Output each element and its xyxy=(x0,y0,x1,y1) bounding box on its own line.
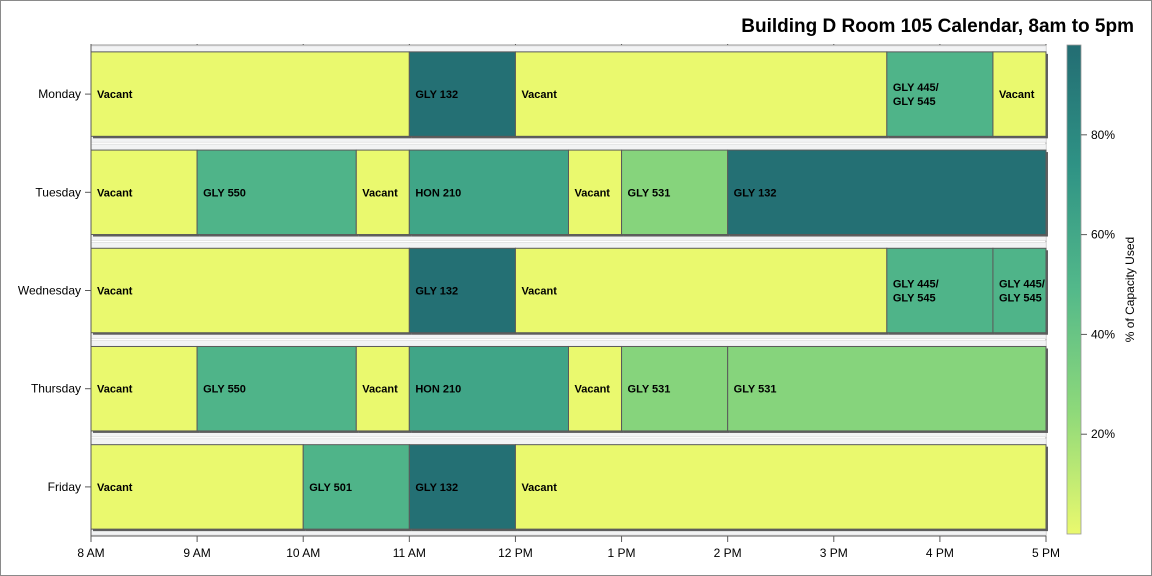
x-tick-label: 11 AM xyxy=(393,546,426,560)
schedule-bar xyxy=(302,444,410,530)
bar-label: Vacant xyxy=(97,187,133,199)
schedule-bar xyxy=(992,247,1047,334)
chart-title: Building D Room 105 Calendar, 8am to 5pm xyxy=(741,16,1134,37)
colorbar-tick-label: 20% xyxy=(1091,427,1115,441)
colorbar-scale xyxy=(1066,44,1082,535)
schedule-bar xyxy=(514,51,888,137)
schedule-bar xyxy=(90,51,410,137)
y-tick-label: Friday xyxy=(48,480,81,494)
bar-label: GLY 132 xyxy=(415,482,458,494)
schedule-bar xyxy=(355,345,410,432)
schedule-bar xyxy=(514,444,1047,530)
bar-label: Vacant xyxy=(362,187,398,199)
x-tick-label: 2 PM xyxy=(714,546,742,560)
bar-label: HON 210 xyxy=(415,187,461,199)
bar-label: GLY 132 xyxy=(734,187,777,199)
schedule-bar xyxy=(886,51,994,137)
x-tick-label: 1 PM xyxy=(608,546,636,560)
plot-area: Vacant GLY 132 Vacant GLY 445/GLY 545 Vacant… xyxy=(90,44,1048,537)
bar-label: GLY 132 xyxy=(415,89,458,101)
x-tick-label: 8 AM xyxy=(77,546,104,560)
schedule-bar xyxy=(90,444,304,530)
schedule-bar xyxy=(568,149,623,236)
bar-label: Vacant xyxy=(97,384,133,396)
schedule-bar xyxy=(90,345,198,432)
bar-label: GLY 550 xyxy=(203,187,246,199)
bar-label: Vacant xyxy=(97,89,133,101)
y-tick-label: Monday xyxy=(38,87,81,101)
schedule-bar xyxy=(90,247,410,334)
schedule-bar xyxy=(621,345,729,432)
schedule-bar xyxy=(355,149,410,236)
bar-label: Vacant xyxy=(521,89,557,101)
x-tick-label: 5 PM xyxy=(1032,546,1060,560)
bar-label: Vacant xyxy=(97,482,133,494)
bar-label: GLY 531 xyxy=(734,384,777,396)
x-tick-label: 4 PM xyxy=(926,546,954,560)
bar-label: GLY 445/GLY 545 xyxy=(893,82,939,108)
bar-label: Vacant xyxy=(362,384,398,396)
bar-label: GLY 132 xyxy=(415,286,458,298)
schedule-bar xyxy=(727,149,1047,236)
bar-label: GLY 531 xyxy=(628,187,671,199)
schedule-bar xyxy=(514,247,888,334)
bar-label: Vacant xyxy=(575,384,611,396)
schedule-bar xyxy=(196,149,357,236)
y-axis: Monday Tuesday Wednesday Thursday Friday xyxy=(18,45,92,536)
x-tick-label: 9 AM xyxy=(183,546,210,560)
colorbar-tick-label: 40% xyxy=(1091,327,1115,341)
colorbar-tick-label: 60% xyxy=(1091,228,1115,242)
bar-label: Vacant xyxy=(521,286,557,298)
bar-label: GLY 445/GLY 545 xyxy=(999,279,1045,305)
schedule-bar xyxy=(196,345,357,432)
bar-label: GLY 445/GLY 545 xyxy=(893,279,939,305)
bar-label: GLY 501 xyxy=(309,482,352,494)
x-tick-label: 10 AM xyxy=(286,546,320,560)
schedule-bar xyxy=(408,149,570,236)
x-axis: 8 AM 9 AM 10 AM 11 AM 12 PM 1 PM 2 PM 3 PM 4 PM 5… xyxy=(77,44,1060,560)
schedule-bar xyxy=(408,444,516,530)
bar-label: Vacant xyxy=(999,89,1035,101)
schedule-bar xyxy=(727,345,1047,432)
x-tick-label: 3 PM xyxy=(820,546,848,560)
bar-label: Vacant xyxy=(521,482,557,494)
x-tick-label: 12 PM xyxy=(498,546,533,560)
colorbar-title: % of Capacity Used xyxy=(1123,237,1137,342)
bar-label: HON 210 xyxy=(415,384,461,396)
schedule-bar xyxy=(886,247,994,334)
schedule-bar xyxy=(408,345,570,432)
colorbar-tick-label: 80% xyxy=(1091,128,1115,142)
schedule-bar xyxy=(992,51,1047,137)
y-tick-label: Tuesday xyxy=(35,185,81,199)
y-tick-label: Wednesday xyxy=(18,284,81,298)
y-tick-label: Thursday xyxy=(31,382,81,396)
bar-label: Vacant xyxy=(97,286,133,298)
schedule-bar xyxy=(568,345,623,432)
bar-label: Vacant xyxy=(575,187,611,199)
bar-label: GLY 531 xyxy=(628,384,671,396)
colorbar-legend: % of Capacity Used 20% 40% 60% 80% xyxy=(1066,44,1137,535)
bar-label: GLY 550 xyxy=(203,384,246,396)
